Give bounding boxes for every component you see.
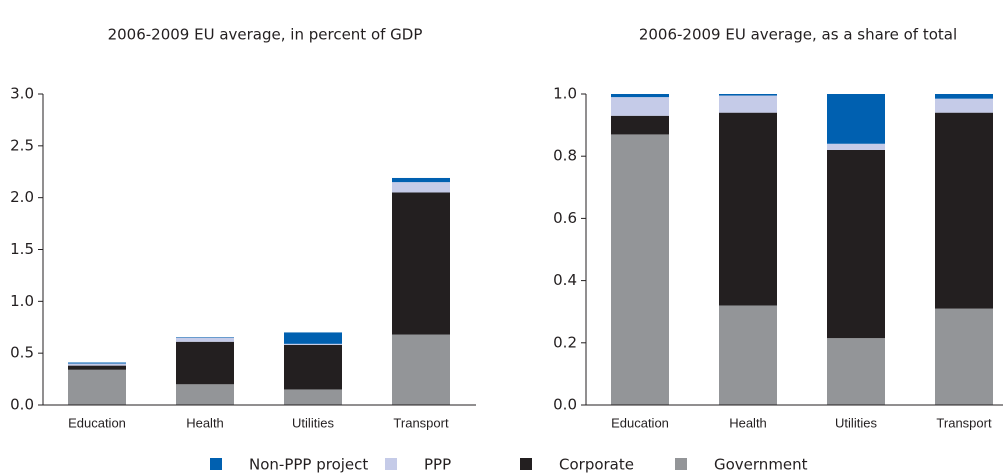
y-tick-label: 1.0: [553, 85, 577, 103]
bar-segment: [68, 365, 126, 370]
legend-label: Non-PPP project: [249, 456, 368, 474]
legend-swatch: [210, 458, 222, 470]
x-tick-label: Health: [186, 415, 224, 430]
x-tick-label: Transport: [936, 415, 992, 430]
y-tick-label: 0.4: [553, 271, 577, 289]
y-tick-label: 0.0: [553, 396, 577, 414]
bar-segment: [719, 95, 777, 113]
bar-segment: [284, 332, 342, 344]
y-tick-label: 0.2: [553, 333, 577, 351]
bar-segment: [392, 182, 450, 193]
legend-swatch: [675, 458, 687, 470]
legend-label: Government: [714, 456, 808, 474]
bar-segment: [611, 97, 669, 116]
bar-segment: [827, 149, 885, 339]
bar-segment: [68, 362, 126, 364]
y-tick-label: 0.5: [10, 344, 34, 362]
bar-segment: [611, 115, 669, 135]
bar-segment: [284, 389, 342, 405]
legend-label: Corporate: [559, 456, 634, 474]
y-tick-label: 1.5: [10, 240, 34, 258]
bar-segment: [827, 338, 885, 405]
x-tick-label: Education: [611, 415, 669, 430]
x-tick-label: Transport: [393, 415, 449, 430]
bar-segment: [935, 94, 993, 99]
y-tick-label: 3.0: [10, 85, 34, 103]
y-tick-label: 1.0: [10, 292, 34, 310]
bar-segment: [392, 334, 450, 405]
bar-segment: [68, 363, 126, 366]
bar-segment: [284, 344, 342, 390]
x-tick-label: Utilities: [835, 415, 877, 430]
y-tick-label: 0.0: [10, 396, 34, 414]
chart-title: 2006-2009 EU average, as a share of tota…: [639, 26, 957, 44]
y-tick-label: 0.6: [553, 209, 577, 227]
bar-segment: [392, 192, 450, 335]
x-tick-label: Health: [729, 415, 767, 430]
bar-segment: [392, 177, 450, 183]
legend-swatch: [520, 458, 532, 470]
bar-segment: [935, 98, 993, 113]
bar-segment: [611, 94, 669, 98]
legend-label: PPP: [424, 456, 451, 474]
bar-segment: [176, 337, 234, 338]
y-tick-label: 2.0: [10, 188, 34, 206]
bar-segment: [176, 337, 234, 342]
bar-segment: [284, 343, 342, 345]
bar-segment: [611, 134, 669, 405]
bar-segment: [719, 305, 777, 405]
bar-segment: [827, 143, 885, 150]
bar-segment: [719, 94, 777, 96]
y-tick-label: 2.5: [10, 136, 34, 154]
bar-segment: [935, 308, 993, 405]
bar-segment: [176, 341, 234, 385]
y-tick-label: 0.8: [553, 147, 577, 165]
bar-segment: [719, 112, 777, 306]
legend-swatch: [385, 458, 397, 470]
bar-segment: [176, 384, 234, 405]
chart-title: 2006-2009 EU average, in percent of GDP: [108, 26, 423, 44]
bar-segment: [68, 369, 126, 405]
x-tick-label: Education: [68, 415, 126, 430]
x-tick-label: Utilities: [292, 415, 334, 430]
bar-segment: [827, 94, 885, 144]
bar-segment: [935, 112, 993, 309]
